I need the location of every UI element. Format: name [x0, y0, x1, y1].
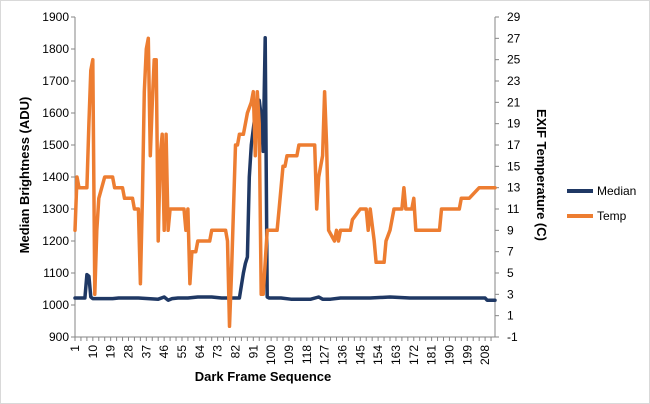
- y-tick-label: 1500: [42, 138, 69, 152]
- y2-tick-label: 5: [507, 266, 514, 280]
- series-lines: [73, 36, 497, 329]
- y-tick-label: 1300: [42, 202, 69, 216]
- y-tick-label: 1600: [42, 106, 69, 120]
- y2-tick-label: 11: [507, 202, 520, 216]
- x-axis-title: Dark Frame Sequence: [195, 369, 332, 384]
- x-tick-label: 19: [104, 345, 118, 359]
- x-tick-label: 46: [157, 345, 171, 359]
- y-axis-title: Median Brightness (ADU): [17, 97, 32, 254]
- y2-axis-title: EXIF Temperature (C): [534, 109, 549, 241]
- y2-tick-label: -1: [507, 330, 518, 344]
- series-line-temp: [73, 36, 497, 329]
- legend-label-median: Median: [597, 184, 636, 198]
- y2-tick-label: 29: [507, 10, 521, 24]
- x-tick-label: 91: [246, 345, 260, 359]
- y2-tick-label: 9: [507, 223, 514, 237]
- x-tick-label: 100: [264, 345, 278, 365]
- y-tick-label: 1200: [42, 234, 69, 248]
- x-tick-label: 199: [460, 345, 474, 365]
- y-tick-label: 1900: [42, 10, 69, 24]
- x-tick-label: 208: [478, 345, 492, 365]
- x-tick-label: 172: [407, 345, 421, 365]
- series-line-median: [73, 36, 497, 302]
- x-tick-label: 181: [425, 345, 439, 365]
- y-tick-label: 1800: [42, 42, 69, 56]
- y2-tick-label: 27: [507, 31, 521, 45]
- y2-tick-label: 21: [507, 95, 521, 109]
- y2-tick-label: 15: [507, 159, 521, 173]
- x-tick-label: 28: [121, 345, 135, 359]
- x-tick-label: 190: [442, 345, 456, 365]
- x-tick-label: 37: [139, 345, 153, 359]
- y2-tick-label: 17: [507, 138, 521, 152]
- y2-tick-label: 19: [507, 117, 521, 131]
- y-tick-label: 1100: [43, 266, 69, 280]
- x-tick-label: 127: [318, 345, 332, 365]
- x-tick-label: 118: [300, 345, 314, 364]
- y2-tick-label: 25: [507, 53, 521, 67]
- x-tick-label: 82: [228, 345, 242, 359]
- x-tick-label: 55: [175, 345, 189, 359]
- y2-tick-label: 23: [507, 74, 521, 88]
- legend: Median Temp: [567, 184, 636, 223]
- y2-tick-label: 1: [507, 309, 514, 323]
- y-tick-label: 1400: [42, 170, 69, 184]
- y2-tick-label: 13: [507, 181, 521, 195]
- axes: 9001000110012001300140015001600170018001…: [42, 10, 520, 365]
- y2-tick-label: 3: [507, 287, 514, 301]
- y-tick-label: 1000: [42, 298, 69, 312]
- x-tick-label: 1: [68, 345, 82, 352]
- legend-label-temp: Temp: [597, 209, 627, 223]
- x-tick-label: 64: [193, 345, 207, 359]
- x-tick-label: 109: [282, 345, 296, 365]
- x-tick-label: 154: [371, 345, 385, 365]
- y2-tick-label: 7: [507, 245, 514, 259]
- x-tick-label: 73: [211, 345, 225, 359]
- x-tick-label: 136: [335, 345, 349, 365]
- x-tick-label: 145: [353, 345, 367, 365]
- y-tick-label: 1700: [42, 74, 69, 88]
- x-tick-label: 163: [389, 345, 403, 365]
- y-tick-label: 900: [49, 330, 69, 344]
- x-tick-label: 10: [86, 345, 100, 359]
